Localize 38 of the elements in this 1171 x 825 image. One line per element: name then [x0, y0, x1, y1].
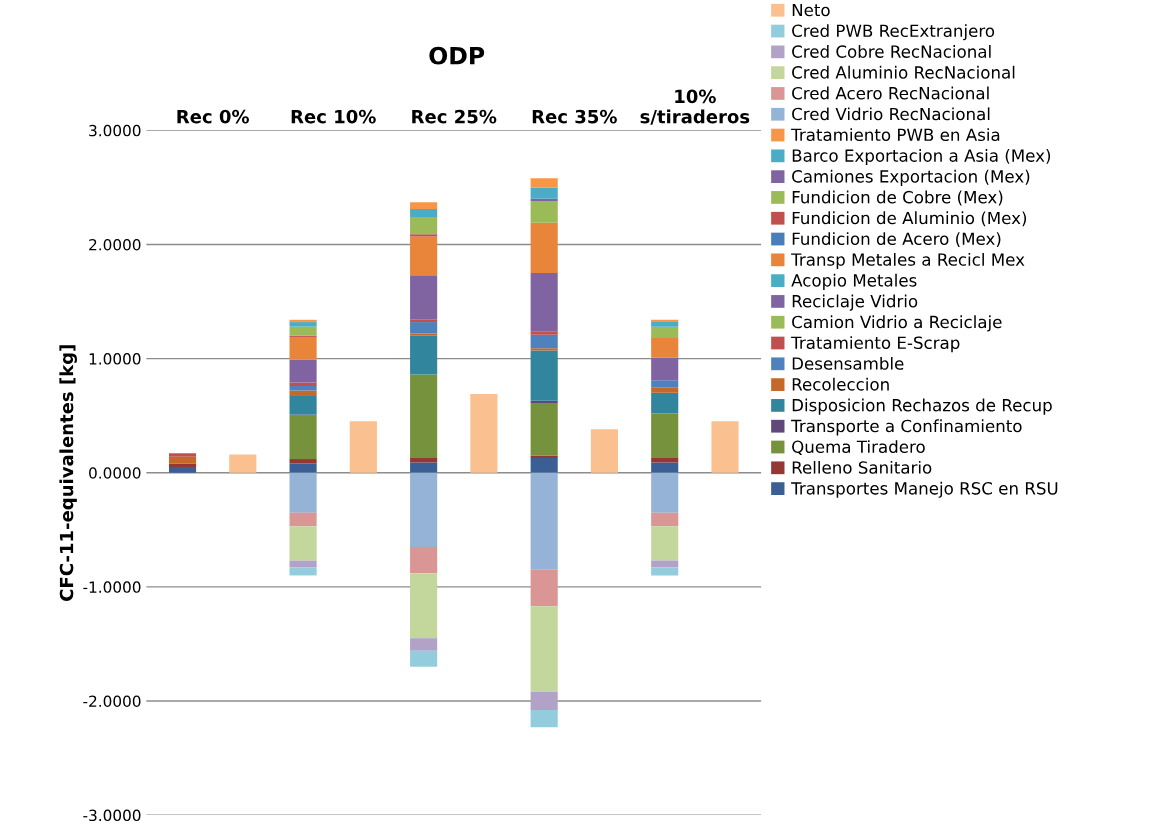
legend-label: Quema Tiradero [792, 440, 925, 455]
legend-label: Camiones Exportacion (Mex) [792, 169, 1030, 186]
legend-label: Cred Vidrio RecNacional [792, 107, 990, 121]
text: 10% s/tiraderos [640, 89, 750, 125]
text: Rec 25% [412, 109, 497, 124]
legend-label: Disposicion Rechazos de Recup [792, 398, 1052, 415]
y-axis-title: CFC-11-equivalentes [kg] [59, 345, 77, 601]
text: Rec 35% [532, 109, 617, 124]
legend-label: Fundicion de Acero (Mex) [792, 232, 1001, 248]
y-tick-label: 1.0000 [89, 353, 141, 365]
y-tick-label: -3.0000 [83, 809, 141, 822]
legend-label: Acopio Metales [791, 273, 917, 290]
y-tick-label: 3.0000 [89, 124, 141, 137]
y-tick-label: 0.0000 [89, 467, 141, 479]
legend-label: Cred PWB RecExtranjero [792, 24, 995, 41]
y-tick-label: -2.0000 [83, 695, 141, 707]
y-tick-label: 2.0000 [89, 238, 141, 251]
legend-label: Fundicion de Cobre (Mex) [792, 190, 1003, 206]
legend-label: Relleno Sanitario [792, 460, 932, 474]
legend-label: Camion Vidrio a Reciclaje [792, 315, 1002, 332]
legend-label: Cred Acero RecNacional [792, 86, 989, 100]
y-tick-label: -1.0000 [83, 581, 141, 593]
legend-label: Cred Aluminio RecNacional [792, 65, 1015, 79]
legend-label: Tratamiento PWB en Asia [791, 128, 1000, 142]
text: Rec 10% [291, 109, 376, 124]
legend-label: Transp Metales a Recicl Mex [791, 252, 1025, 270]
legend-label: Transporte a Confinamiento [791, 419, 1022, 436]
text: Rec 0% [177, 109, 249, 124]
legend-label: Cred Cobre RecNacional [792, 44, 991, 58]
chart-title: ODP [429, 46, 485, 65]
legend-label: Transportes Manejo RSC en RSU [791, 481, 1058, 498]
legend-label: Desensamble [792, 356, 904, 370]
legend-label: Barco Exportacion a Asia (Mex) [792, 148, 1051, 166]
legend-label: Recoleccion [792, 377, 889, 391]
legend-label: Fundicion de Aluminio (Mex) [792, 211, 1027, 227]
legend-label: Reciclaje Vidrio [792, 294, 918, 311]
legend-label: Neto [792, 3, 830, 17]
legend-label: Tratamiento E-Scrap [791, 336, 960, 353]
